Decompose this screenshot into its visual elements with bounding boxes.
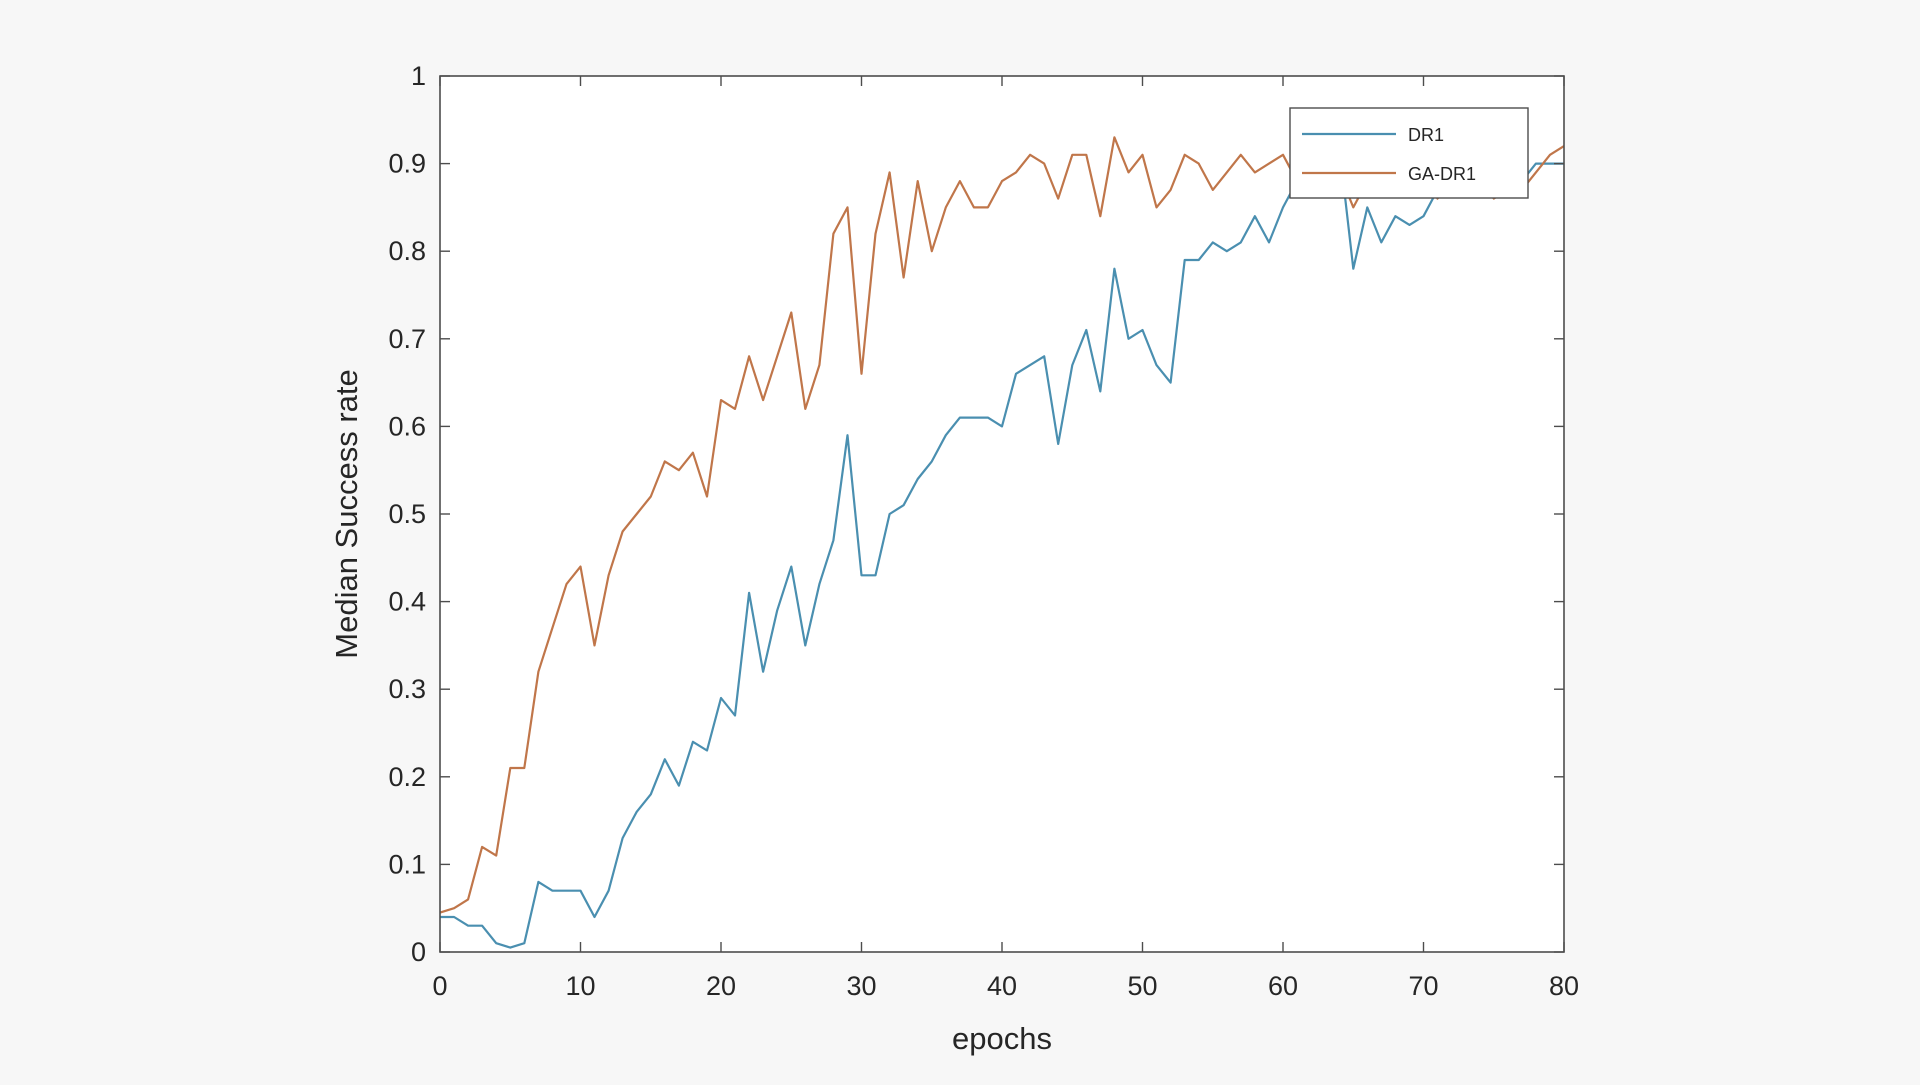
y-tick-label: 0.8 — [388, 236, 426, 266]
x-tick-label: 80 — [1549, 971, 1579, 1001]
y-tick-label: 0.1 — [388, 849, 426, 879]
y-tick-label: 0.4 — [388, 587, 426, 617]
y-tick-label: 0.2 — [388, 762, 426, 792]
x-axis: 0 10 20 30 40 50 60 70 80 — [432, 76, 1579, 1001]
x-tick-label: 30 — [846, 971, 876, 1001]
y-axis: 0 0.1 0.2 0.3 0.4 0.5 0.6 0.7 0.8 0.9 1 — [388, 61, 1564, 967]
y-tick-label: 0.9 — [388, 149, 426, 179]
x-tick-label: 0 — [432, 971, 447, 1001]
y-tick-label: 0.3 — [388, 674, 426, 704]
y-tick-label: 0 — [411, 937, 426, 967]
x-tick-label: 70 — [1408, 971, 1438, 1001]
y-tick-label: 0.6 — [388, 411, 426, 441]
legend-label-ga-dr1: GA-DR1 — [1408, 164, 1476, 184]
x-tick-label: 50 — [1127, 971, 1157, 1001]
x-axis-label: epochs — [952, 1021, 1052, 1056]
series-line-dr1 — [440, 145, 1564, 949]
plot-area — [440, 76, 1564, 952]
x-tick-label: 20 — [706, 971, 736, 1001]
y-tick-label: 0.5 — [388, 499, 426, 529]
x-tick-label: 10 — [565, 971, 595, 1001]
legend: DR1 GA-DR1 — [1289, 107, 1529, 199]
y-tick-label: 0.7 — [388, 324, 426, 354]
x-tick-label: 60 — [1268, 971, 1298, 1001]
legend-box — [1289, 107, 1529, 199]
x-tick-label: 40 — [987, 971, 1017, 1001]
y-tick-label: 1 — [411, 61, 426, 91]
legend-label-dr1: DR1 — [1408, 125, 1444, 145]
y-axis-label: Median Success rate — [329, 369, 364, 658]
